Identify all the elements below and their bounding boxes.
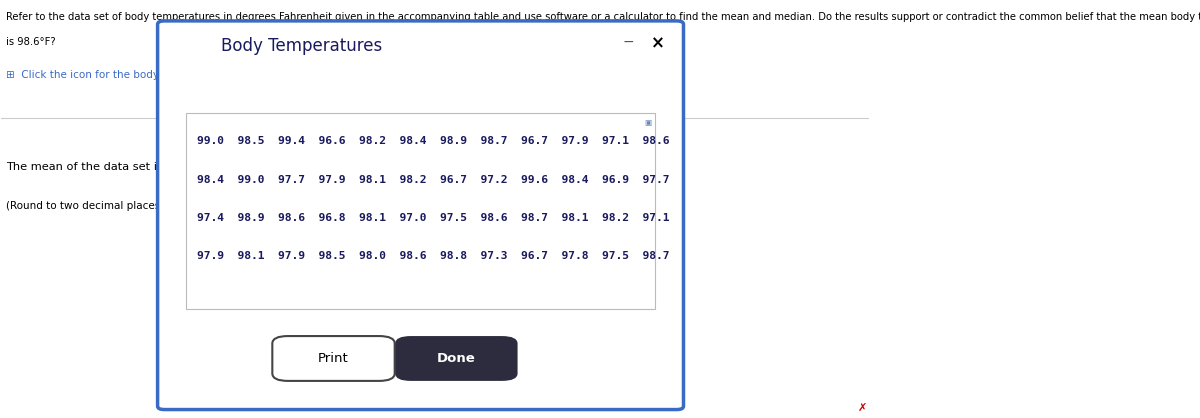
Text: ···: ··· <box>431 106 440 115</box>
FancyBboxPatch shape <box>157 21 684 410</box>
Text: 99.0  98.5  99.4  96.6  98.2  98.4  98.9  98.7  96.7  97.9  97.1  98.6: 99.0 98.5 99.4 96.6 98.2 98.4 98.9 98.7 … <box>197 136 670 146</box>
Text: 97.4  98.9  98.6  96.8  98.1  97.0  97.5  98.6  98.7  98.1  98.2  97.1: 97.4 98.9 98.6 96.8 98.1 97.0 97.5 98.6 … <box>197 213 670 223</box>
Text: ▣: ▣ <box>644 117 652 127</box>
Text: (Round to two decimal places as needed.): (Round to two decimal places as needed.) <box>6 201 224 211</box>
Text: is 98.6°F?: is 98.6°F? <box>6 37 55 47</box>
FancyBboxPatch shape <box>272 336 395 381</box>
Text: 97.9  98.1  97.9  98.5  98.0  98.6  98.8  97.3  96.7  97.8  97.5  98.7: 97.9 98.1 97.9 98.5 98.0 98.6 98.8 97.3 … <box>197 251 670 261</box>
FancyBboxPatch shape <box>395 336 517 381</box>
Text: 98.4  99.0  97.7  97.9  98.1  98.2  96.7  97.2  99.6  98.4  96.9  97.7: 98.4 99.0 97.7 97.9 98.1 98.2 96.7 97.2 … <box>197 175 670 184</box>
Text: Body Temperatures: Body Temperatures <box>221 37 382 55</box>
Text: Done: Done <box>437 352 475 365</box>
Text: −: − <box>623 35 635 48</box>
Text: ⊞  Click the icon for the body temperature data.: ⊞ Click the icon for the body temperatur… <box>6 70 258 80</box>
FancyBboxPatch shape <box>186 114 655 308</box>
Text: ×: × <box>650 35 665 53</box>
Text: The mean of the data set is  □°F.: The mean of the data set is □°F. <box>6 161 194 171</box>
Text: ✗: ✗ <box>857 403 866 413</box>
Text: Print: Print <box>318 352 349 365</box>
Text: Refer to the data set of body temperatures in degrees Fahrenheit given in the ac: Refer to the data set of body temperatur… <box>6 12 1200 22</box>
